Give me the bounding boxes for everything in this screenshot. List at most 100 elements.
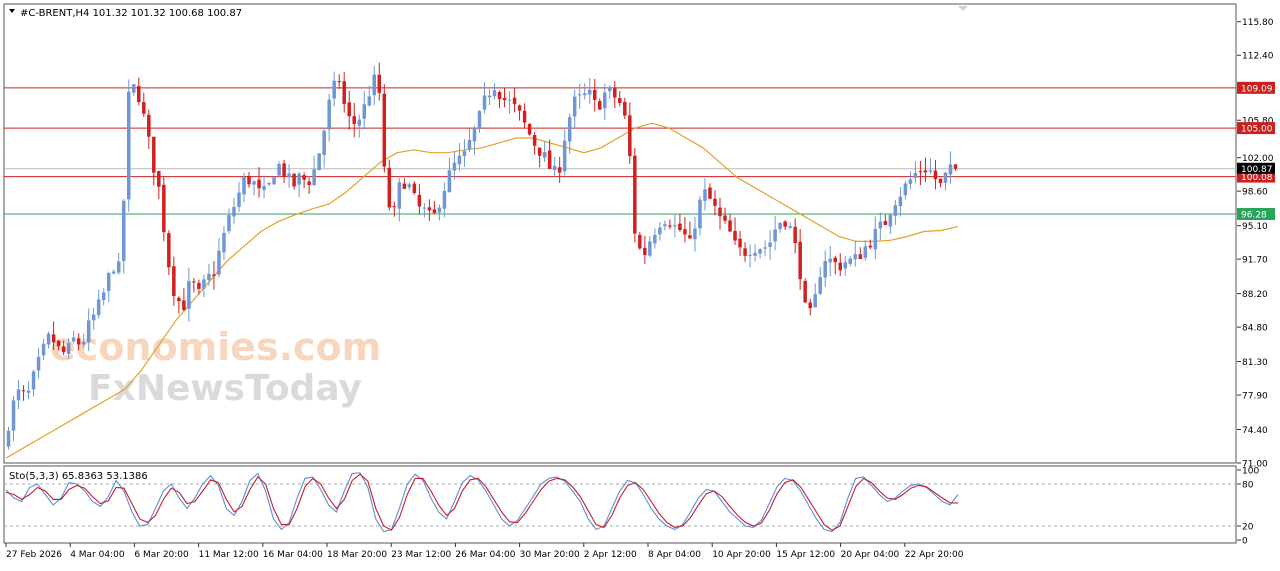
time-tick-label: 23 Mar 12:00 xyxy=(391,550,451,560)
candle-body xyxy=(342,81,346,104)
candle-body xyxy=(472,127,477,142)
candle-body xyxy=(808,302,812,309)
candle-body xyxy=(352,116,356,124)
time-tick-label: 11 Mar 12:00 xyxy=(199,550,259,560)
candle-body xyxy=(783,221,787,227)
candle-body xyxy=(317,153,321,171)
candle-body xyxy=(728,220,732,232)
candle-body xyxy=(402,183,407,189)
stochastic-axis: 100 80 20 0 xyxy=(1237,467,1259,547)
candle-body xyxy=(222,232,226,253)
candles xyxy=(6,62,958,450)
candle-body xyxy=(582,93,587,96)
time-tick-label: 18 Mar 20:00 xyxy=(327,550,387,560)
price-tick-label: 102.00 xyxy=(1242,154,1274,164)
candle-body xyxy=(918,171,923,173)
candle-body xyxy=(928,170,933,172)
candle-body xyxy=(392,206,397,208)
candle-body xyxy=(56,340,61,347)
candle-body xyxy=(272,177,276,185)
time-tick-label: 2 Apr 12:00 xyxy=(584,550,637,560)
stochastic-lines xyxy=(4,472,1236,533)
header-dropdown-icon[interactable] xyxy=(9,9,15,13)
candle-body xyxy=(432,209,437,214)
candle-body xyxy=(663,224,667,227)
candle-body xyxy=(497,91,502,100)
candle-body xyxy=(743,248,747,256)
candle-body xyxy=(507,99,512,101)
candle-body xyxy=(492,90,497,97)
candle-body xyxy=(302,175,306,180)
candle-body xyxy=(547,150,552,169)
stoch-main-line xyxy=(5,472,959,533)
candle-body xyxy=(16,389,21,401)
candle-body xyxy=(197,282,201,289)
stochastic-label: Sto(5,3,3) 65.8363 53.1386 xyxy=(9,471,148,482)
candle-body xyxy=(442,191,447,209)
candle-body xyxy=(121,200,126,262)
candle-body xyxy=(718,207,722,217)
candle-body xyxy=(21,390,26,392)
candle-body xyxy=(422,207,427,209)
candle-body xyxy=(312,169,316,186)
candle-body xyxy=(81,342,86,345)
price-tick-label: 88.20 xyxy=(1242,290,1268,300)
candle-body xyxy=(157,171,161,187)
candle-body xyxy=(793,226,797,244)
candle-body xyxy=(76,338,81,345)
candle-body xyxy=(162,184,166,233)
candle-body xyxy=(537,147,542,156)
candle-body xyxy=(773,229,777,242)
candle-body xyxy=(818,277,822,294)
stoch-tick-label: 0 xyxy=(1242,537,1248,547)
watermark-fxnewstoday: FxNewsToday xyxy=(88,368,362,409)
candle-body xyxy=(467,139,472,150)
candle-body xyxy=(192,281,196,283)
candle-body xyxy=(452,162,457,171)
candle-body xyxy=(167,233,171,268)
current-price-label: 100.87 xyxy=(1241,165,1273,175)
candle-body xyxy=(237,192,241,207)
candle-body xyxy=(763,247,767,249)
time-tick-label: 20 Apr 04:00 xyxy=(841,550,900,560)
price-tick-label: 95.10 xyxy=(1242,222,1268,232)
candle-body xyxy=(903,183,908,196)
price-tick-label: 74.40 xyxy=(1242,426,1268,436)
candle-body xyxy=(532,135,537,146)
candle-body xyxy=(322,130,326,155)
level-label-box xyxy=(1237,207,1275,220)
candle-body xyxy=(938,178,943,184)
price-tick-label: 81.30 xyxy=(1242,358,1268,368)
candle-body xyxy=(86,320,91,343)
candle-body xyxy=(923,170,928,173)
candle-body xyxy=(297,173,301,185)
price-tick-label: 91.70 xyxy=(1242,256,1268,266)
candle-body xyxy=(437,207,442,213)
level-labels: 109.09 105.00 100.08 96.28 100.87 xyxy=(1237,81,1275,220)
candle-body xyxy=(848,258,853,264)
candle-body xyxy=(758,249,762,254)
time-tick-label: 4 Mar 04:00 xyxy=(70,550,125,560)
candle-body xyxy=(111,271,116,274)
candle-body xyxy=(232,207,236,217)
horizontal-levels xyxy=(4,87,1236,215)
candle-body xyxy=(838,262,843,271)
candle-body xyxy=(633,155,637,234)
candle-body xyxy=(337,81,341,83)
candle-body xyxy=(863,246,868,258)
time-tick-label: 26 Mar 04:00 xyxy=(455,550,515,560)
candle-body xyxy=(227,215,231,232)
candle-body xyxy=(603,92,607,109)
candle-body xyxy=(327,99,331,130)
candle-body xyxy=(567,117,572,142)
candle-body xyxy=(562,140,567,172)
candle-body xyxy=(698,199,702,229)
candle-body xyxy=(693,228,697,240)
candle-body xyxy=(868,245,873,248)
price-tick-label: 98.60 xyxy=(1242,188,1268,198)
candle-body xyxy=(522,110,527,123)
candle-body xyxy=(61,346,66,353)
candle-body xyxy=(753,252,757,256)
candle-body xyxy=(11,400,16,431)
